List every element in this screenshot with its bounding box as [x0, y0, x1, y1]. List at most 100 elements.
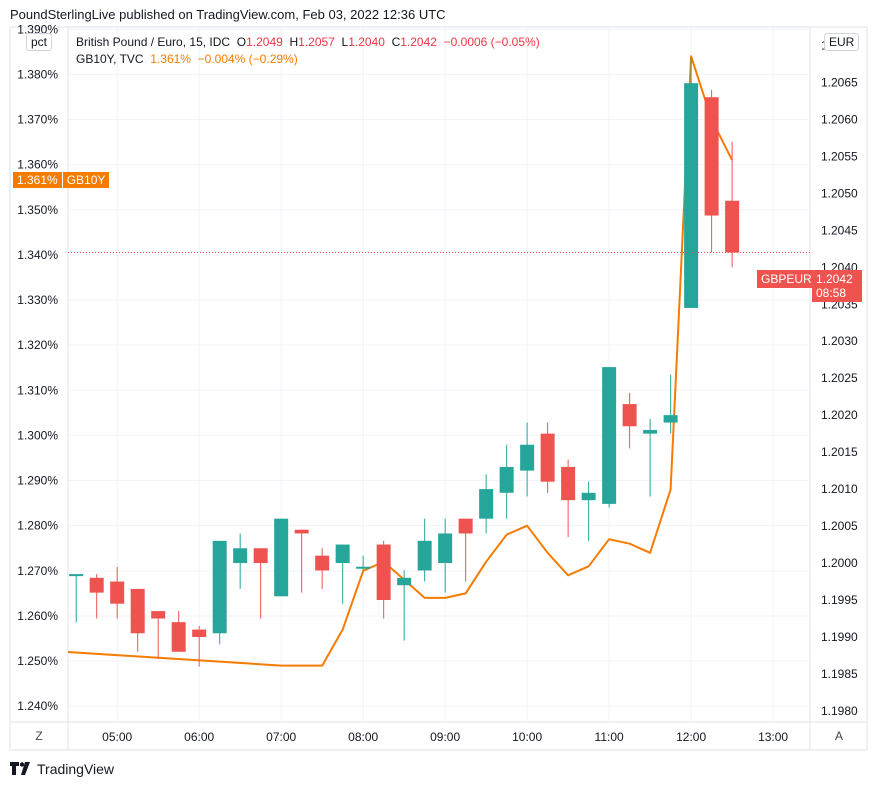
candle-body — [561, 466, 576, 501]
right-axis-tick-label: 1.2025 — [821, 371, 858, 385]
time-axis[interactable]: 05:00 06:00 07:00 08:00 09:00 10:00 11:00 12:00… — [102, 730, 788, 744]
time-axis-tick-label: 06:00 — [184, 730, 214, 744]
left-axis-tick-label: 1.280% — [17, 519, 58, 533]
tradingview-logo[interactable]: TradingView — [10, 761, 114, 777]
time-axis-tick-label: 09:00 — [430, 730, 460, 744]
left-axis-tick-label: 1.370% — [17, 113, 58, 127]
time-axis-tick-label: 05:00 — [102, 730, 132, 744]
right-unit-label[interactable]: EUR — [824, 33, 860, 51]
candle-body — [581, 492, 596, 501]
left-unit-label[interactable]: pct — [26, 33, 53, 51]
low-value: 1.2040 — [348, 35, 385, 49]
gbpeur-name-tag: GBPEUR — [757, 270, 816, 288]
zoom-toggle-button[interactable]: Z — [35, 729, 43, 743]
time-axis-tick-label: 08:00 — [348, 730, 378, 744]
overlay-value: 1.361% — [150, 52, 191, 66]
right-axis-tick-label: 1.2060 — [821, 112, 858, 126]
open-value: 1.2049 — [246, 35, 283, 49]
candle-body — [602, 367, 617, 504]
time-axis-tick-label: 10:00 — [512, 730, 542, 744]
left-axis-tick-label: 1.310% — [17, 383, 58, 397]
tradingview-logo-icon — [10, 762, 30, 775]
main-series-legend: British Pound / Euro, 15, IDC O1.2049 H1… — [76, 35, 540, 49]
gb10y-price-tag: 1.361% GB10Y — [13, 172, 110, 188]
candle-body — [151, 611, 166, 619]
right-axis-tick-label: 1.2055 — [821, 149, 858, 163]
candle-body — [438, 533, 453, 564]
high-label: H — [289, 35, 299, 49]
left-axis-tick-label: 1.390% — [17, 22, 58, 36]
candle-body — [520, 444, 535, 471]
publish-header: PoundSterlingLive published on TradingVi… — [10, 7, 446, 22]
candle-body — [540, 433, 555, 482]
left-axis-tick-label: 1.270% — [17, 564, 58, 578]
candle-body — [69, 574, 84, 577]
right-axis-tick-label: 1.1980 — [821, 704, 858, 718]
candle-body — [663, 415, 678, 423]
right-price-axis[interactable]: 1.20701.20651.20601.20551.20501.20451.20… — [821, 38, 858, 717]
grid-layer — [68, 27, 810, 722]
candle-body — [253, 548, 268, 564]
high-value: 1.2057 — [298, 35, 335, 49]
time-axis-tick-label: 07:00 — [266, 730, 296, 744]
right-axis-tick-label: 1.2015 — [821, 445, 858, 459]
auto-scale-button[interactable]: A — [834, 729, 843, 743]
candle-body — [479, 489, 494, 519]
candle-body — [458, 518, 473, 534]
right-axis-tick-label: 1.1995 — [821, 593, 858, 607]
candle-body — [294, 529, 309, 534]
candle-body — [643, 429, 658, 434]
left-axis-tick-label: 1.330% — [17, 293, 58, 307]
candle-body — [315, 555, 330, 571]
left-axis-tick-label: 1.350% — [17, 203, 58, 217]
main-change: −0.0006 (−0.05%) — [443, 35, 540, 49]
candle-body — [192, 629, 207, 637]
left-axis-tick-label: 1.300% — [17, 428, 58, 442]
candles-layer — [69, 58, 740, 667]
gbpeur-tag-timer: 08:58 — [816, 286, 847, 300]
right-axis-tick-label: 1.2005 — [821, 519, 858, 533]
candle-body — [725, 200, 740, 253]
right-axis-tick-label: 1.2030 — [821, 334, 858, 348]
left-price-axis[interactable]: 1.390% 1.380% 1.370% 1.360% 1.350% 1.340% 1.33… — [17, 22, 58, 713]
right-axis-tick-label: 1.2050 — [821, 186, 858, 200]
right-axis-tick-label: 1.1985 — [821, 667, 858, 681]
candle-body — [233, 548, 248, 564]
close-value: 1.2042 — [400, 35, 437, 49]
candle-body — [212, 540, 227, 634]
gbpeur-tag-value: 1.2042 — [816, 272, 853, 286]
candle-body — [397, 577, 412, 586]
candle-body — [376, 544, 391, 601]
candle-body — [171, 622, 186, 652]
open-label: O — [236, 35, 247, 49]
left-axis-tick-label: 1.260% — [17, 609, 58, 623]
right-axis-tick-label: 1.1990 — [821, 630, 858, 644]
time-axis-tick-label: 13:00 — [758, 730, 788, 744]
candle-body — [356, 566, 371, 569]
left-axis-tick-label: 1.250% — [17, 654, 58, 668]
right-axis-tick-label: 1.2065 — [821, 75, 858, 89]
candle-body — [130, 588, 145, 634]
left-axis-tick-label: 1.320% — [17, 338, 58, 352]
main-symbol: British Pound / Euro, 15, IDC — [76, 35, 231, 49]
gb10y-series-line — [67, 55, 733, 667]
gb10y-tag-name: GB10Y — [62, 172, 110, 188]
overlay-symbol: GB10Y, TVC — [76, 52, 144, 66]
candle-body — [110, 581, 125, 604]
left-axis-tick-label: 1.240% — [17, 699, 58, 713]
left-axis-tick-label: 1.360% — [17, 158, 58, 172]
left-axis-tick-label: 1.290% — [17, 474, 58, 488]
time-axis-tick-label: 11:00 — [595, 730, 624, 744]
right-axis-tick-label: 1.2020 — [821, 408, 858, 422]
right-axis-tick-label: 1.2000 — [821, 556, 858, 570]
candle-body — [274, 518, 289, 597]
right-axis-tick-label: 1.2045 — [821, 223, 858, 237]
candle-body — [89, 577, 104, 593]
candle-body — [622, 404, 637, 427]
overlay-change: −0.004% (−0.29%) — [197, 52, 298, 66]
candle-body — [684, 83, 699, 308]
overlay-series-legend: GB10Y, TVC 1.361% −0.004% (−0.29%) — [76, 52, 298, 66]
candle-body — [499, 466, 514, 493]
close-label: C — [391, 35, 401, 49]
